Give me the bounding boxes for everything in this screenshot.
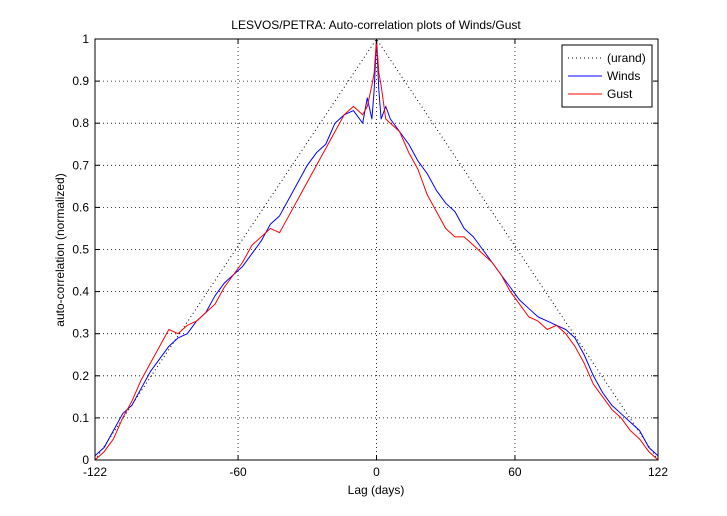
x-tick-label: 60 [508, 465, 522, 479]
y-tick-label: 0.7 [72, 158, 89, 172]
legend-label-winds: Winds [607, 69, 640, 83]
legend: (urand) Winds Gust [561, 44, 653, 108]
y-tick-label: 1 [82, 32, 89, 46]
y-tick-label: 0.5 [72, 243, 89, 257]
x-tick-label: -60 [229, 465, 247, 479]
legend-label-urand: (urand) [607, 51, 646, 65]
y-tick-label: 0.3 [72, 327, 89, 341]
x-tick-label: 122 [648, 465, 668, 479]
y-tick-label: 0.6 [72, 200, 89, 214]
y-tick-label: 0.4 [72, 285, 89, 299]
y-axis-label: auto-correlation (normalized) [53, 173, 67, 326]
y-tick-label: 0.2 [72, 369, 89, 383]
axis-ticks [94, 38, 659, 461]
plot-area [95, 39, 658, 460]
y-tick-label: 0.9 [72, 74, 89, 88]
y-tick-label: 0.8 [72, 116, 89, 130]
series-line-urand [94, 38, 659, 461]
y-tick-label: 0 [82, 453, 89, 467]
x-tick-label: 0 [373, 465, 380, 479]
chart-title: LESVOS/PETRA: Auto-correlation plots of … [231, 18, 521, 32]
x-axis-label: Lag (days) [348, 483, 405, 497]
tick-labels: -122 -60 0 60 122 0 0.1 0.2 0.3 0.4 0.5 0.6 0.7 0.8 0.… [72, 32, 668, 479]
y-tick-label: 0.1 [72, 411, 89, 425]
legend-label-gust: Gust [607, 87, 633, 101]
x-tick-label: -122 [83, 465, 107, 479]
